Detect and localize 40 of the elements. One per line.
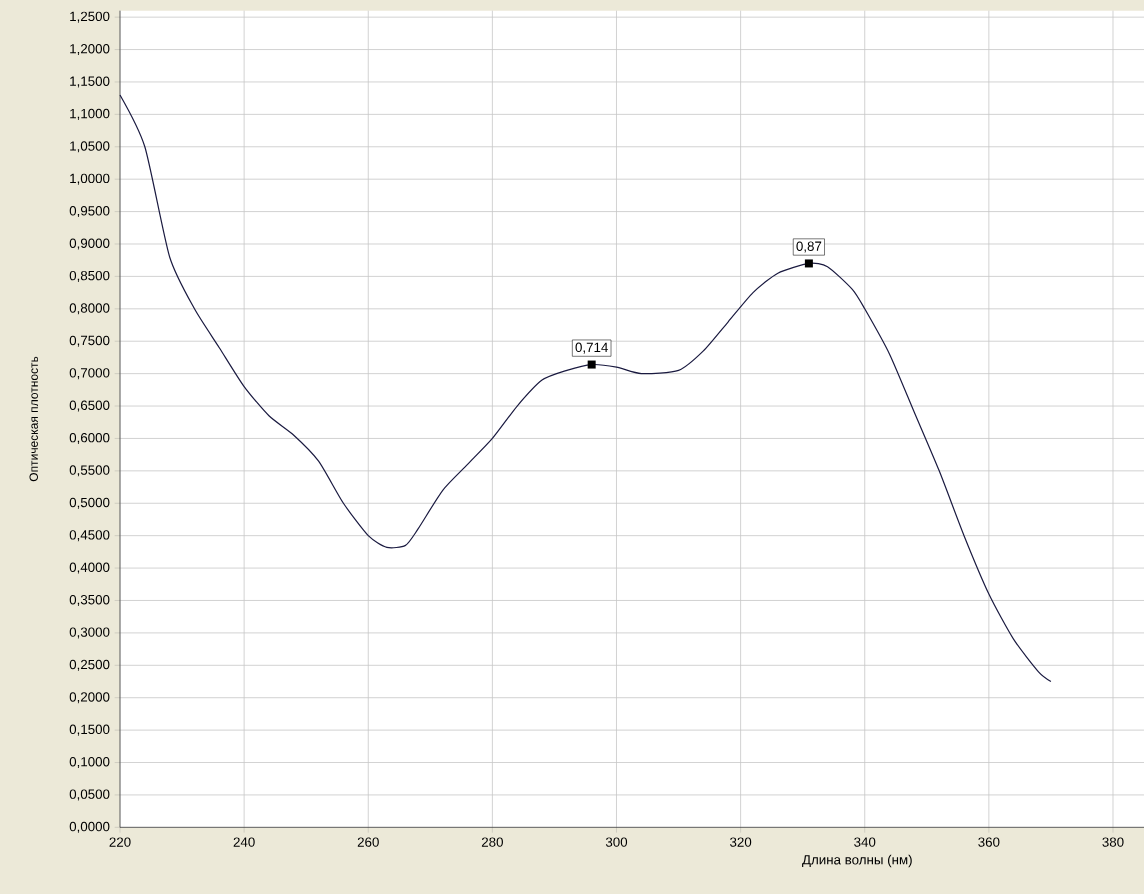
- y-tick-label: 0,0000: [69, 821, 110, 833]
- x-tick-label: 220: [109, 837, 131, 847]
- y-tick-label: 0,9500: [69, 206, 110, 218]
- y-tick-label: 0,7000: [69, 368, 110, 380]
- x-tick-label: 240: [233, 837, 255, 847]
- y-tick-label: 0,8500: [69, 270, 110, 282]
- y-tick-label: 1,1500: [70, 76, 110, 88]
- x-tick-label: 380: [1102, 837, 1124, 847]
- y-tick-label: 0,1500: [69, 724, 110, 736]
- y-tick-label: 0,9000: [69, 238, 110, 250]
- y-tick-label: 1,2500: [70, 11, 110, 23]
- y-tick-label: 1,0500: [70, 141, 110, 153]
- y-tick-label: 0,5500: [69, 465, 110, 477]
- annotation: 0,714: [575, 342, 608, 354]
- y-tick-label: 0,6500: [69, 400, 110, 412]
- x-axis-title: Длина волны (нм): [802, 854, 912, 868]
- y-tick-label: 0,0500: [69, 789, 110, 801]
- y-tick-label: 1,2000: [70, 44, 110, 56]
- y-tick-label: 1,0000: [70, 173, 110, 185]
- y-tick-label: 0,4000: [69, 562, 110, 574]
- y-tick-label: 0,1000: [69, 757, 110, 769]
- annotation: 0,87: [796, 241, 822, 253]
- y-tick-label: 0,4500: [69, 530, 110, 542]
- y-tick-label: 0,2000: [69, 692, 110, 704]
- y-tick-label: 0,7500: [69, 335, 110, 347]
- y-tick-label: 0,3500: [69, 594, 110, 606]
- x-tick-label: 300: [605, 837, 628, 847]
- line-series: [119, 94, 1052, 683]
- x-tick-label: 260: [357, 837, 379, 847]
- y-tick-label: 0,5000: [69, 497, 110, 509]
- x-tick-label: 340: [854, 837, 876, 847]
- y-tick-label: 1,1000: [70, 108, 110, 120]
- y-tick-label: 0,6000: [69, 432, 110, 444]
- y-tick-label: 0,2500: [69, 659, 110, 671]
- y-tick-label: 0,3000: [69, 627, 110, 639]
- x-tick-label: 360: [978, 837, 1000, 847]
- x-tick-label: 320: [730, 837, 752, 847]
- y-tick-label: 0,8000: [69, 303, 110, 315]
- x-tick-label: 280: [481, 837, 503, 847]
- y-axis-title: Оптическая плотность: [29, 356, 38, 482]
